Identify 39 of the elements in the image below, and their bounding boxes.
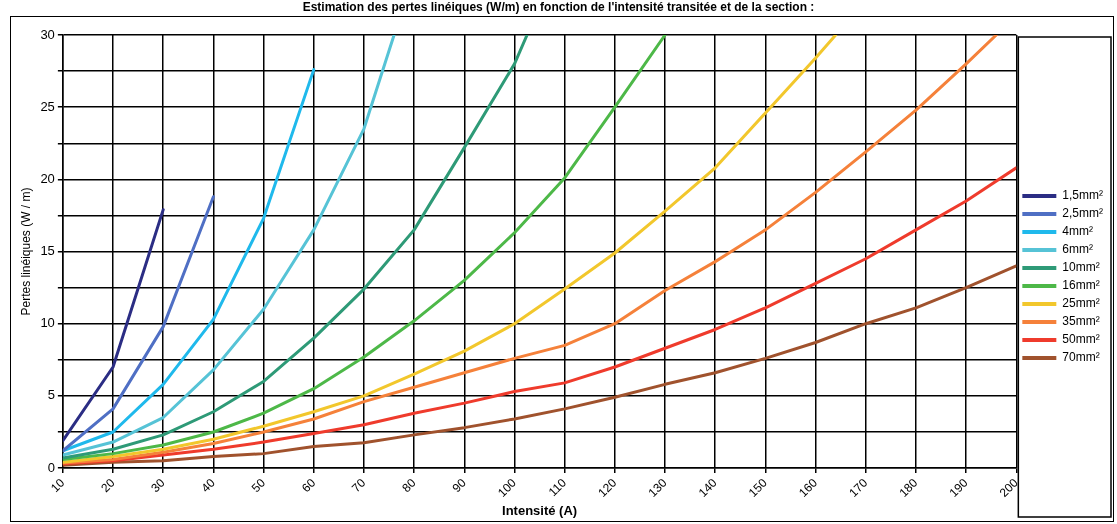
x-tick-label: 40 (198, 475, 219, 496)
x-tick-label: 190 (946, 475, 971, 500)
x-tick-label: 180 (896, 475, 921, 500)
legend-label: 10mm² (1062, 260, 1100, 275)
x-tick-label: 150 (745, 475, 771, 500)
legend-label: 1,5mm² (1062, 188, 1103, 203)
legend-label: 70mm² (1062, 350, 1100, 365)
legend-label: 35mm² (1062, 314, 1100, 329)
x-tick-label: 140 (695, 475, 720, 500)
x-tick-label: 50 (248, 475, 269, 496)
legend-label: 4mm² (1062, 224, 1093, 239)
x-tick-label: 70 (349, 475, 369, 496)
x-tick-label: 100 (494, 475, 520, 500)
legend-label: 6mm² (1062, 242, 1093, 257)
x-tick-label: 120 (595, 475, 620, 500)
x-tick-label: 30 (148, 475, 168, 496)
y-tick-label: 15 (40, 243, 55, 259)
x-tick-label: 90 (449, 475, 470, 496)
x-tick-label: 80 (399, 475, 419, 496)
y-tick-label: 0 (47, 459, 55, 475)
x-tick-label: 200 (996, 475, 1022, 500)
y-tick-label: 10 (40, 315, 55, 331)
legend-label: 50mm² (1062, 332, 1100, 347)
y-tick-label: 20 (40, 170, 55, 186)
x-tick-label: 20 (98, 475, 118, 496)
legend-label: 25mm² (1062, 296, 1100, 311)
chart-title: Estimation des pertes linéiques (W/m) en fonction de l'intensité transitée et de la section : (301, 0, 816, 15)
x-axis-title: Intensité (A) (502, 502, 578, 518)
x-tick-label: 110 (545, 475, 570, 500)
y-axis-title: Pertes linéiques (W / m) (18, 187, 33, 316)
x-tick-label: 130 (645, 475, 670, 500)
y-tick-label: 30 (40, 26, 55, 42)
x-tick-label: 170 (846, 475, 871, 500)
legend-label: 16mm² (1062, 278, 1100, 293)
x-tick-label: 60 (298, 475, 319, 496)
y-tick-label: 25 (40, 98, 55, 114)
legend-label: 2,5mm² (1062, 206, 1103, 221)
x-tick-label: 160 (796, 475, 821, 500)
y-tick-label: 5 (47, 387, 55, 403)
